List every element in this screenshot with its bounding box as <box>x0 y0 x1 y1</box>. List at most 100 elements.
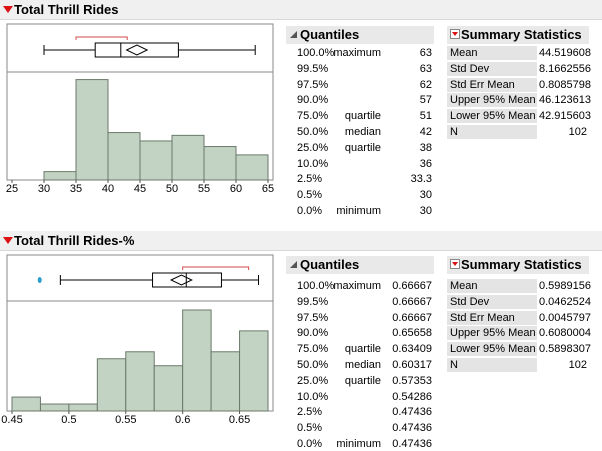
histogram-bar <box>11 396 41 412</box>
quantile-label: median <box>344 126 381 138</box>
red-triangle-menu-icon[interactable] <box>450 259 460 269</box>
quantile-percent: 10.0% <box>297 390 329 403</box>
quantiles-header[interactable]: Quantiles <box>286 256 434 274</box>
quantile-label: quartile <box>344 374 381 387</box>
quantile-row: 99.5% 0.66667 <box>297 295 437 309</box>
quantile-value: 0.57353 <box>392 374 432 387</box>
quantile-label: minimum <box>336 205 381 217</box>
x-tick-label: 0.5 <box>61 414 76 426</box>
quantile-label: quartile <box>344 110 381 123</box>
histogram-bar <box>171 134 205 181</box>
quantile-value: 0.63409 <box>392 343 432 356</box>
quantile-row: 99.5% 63 <box>297 62 437 76</box>
histogram-total-thrill-rides-pct: 0.45 0.5 0.55 0.6 0.65 <box>1 254 274 426</box>
quantile-percent: 100.0% <box>297 47 335 59</box>
histogram-bar <box>43 171 77 181</box>
summary-row: Std Dev 8.1662556 <box>447 61 591 76</box>
quantiles-title: Quantiles <box>300 257 360 272</box>
summary-row: Std Dev 0.0462524 <box>447 294 591 309</box>
quantile-label: median <box>344 359 381 371</box>
summary-label: Std Err Mean <box>447 310 537 325</box>
quantile-row: 97.5% 62 <box>297 78 437 92</box>
x-tick-label: 60 <box>230 183 242 195</box>
summary-label: Upper 95% Mean <box>447 326 537 341</box>
quantile-value: 0.47436 <box>392 438 432 450</box>
quantile-value: 42 <box>419 126 432 138</box>
quantile-value: 51 <box>419 110 432 123</box>
summary-row: Upper 95% Mean 0.6080004 <box>447 326 591 341</box>
histogram-bar <box>107 132 141 181</box>
quantile-value: 63 <box>419 62 432 75</box>
summary-label: N <box>447 358 537 372</box>
summary-value: 102 <box>568 359 587 371</box>
quantile-percent: 0.0% <box>297 438 323 450</box>
quantile-row: 50.0% median 42 <box>297 125 437 139</box>
quantile-value: 0.66667 <box>392 280 432 292</box>
quantile-value: 0.60317 <box>392 359 432 371</box>
quantile-value: 0.66667 <box>392 311 432 324</box>
quantile-value: 0.54286 <box>392 390 432 403</box>
histogram-bar <box>125 351 155 412</box>
summary-row: Lower 95% Mean 42.915603 <box>447 109 591 124</box>
summary-row: Mean 0.5989156 <box>447 279 591 293</box>
quantile-row: 90.0% 57 <box>297 93 437 107</box>
quantile-value: 0.66667 <box>392 295 432 308</box>
summary-value: 0.5898307 <box>539 343 591 356</box>
quantile-percent: 25.0% <box>297 374 329 387</box>
summary-label: Std Err Mean <box>447 77 537 92</box>
summary-label: N <box>447 125 537 139</box>
histogram-total-thrill-rides: 25 30 35 40 45 50 55 60 65 <box>6 23 274 195</box>
quantile-row: 10.0% 36 <box>297 157 437 171</box>
summary-value: 102 <box>568 126 587 138</box>
histogram-bar <box>39 403 70 412</box>
quantile-percent: 99.5% <box>297 295 329 308</box>
x-tick-label: 30 <box>38 183 50 195</box>
quantile-row: 10.0% 0.54286 <box>297 390 437 404</box>
histogram-bar <box>182 309 212 412</box>
section-header-total-thrill-rides-pct[interactable]: Total Thrill Rides-% <box>0 231 602 251</box>
x-tick-label: 55 <box>198 183 210 195</box>
x-tick-label: 65 <box>262 183 274 195</box>
summary-label: Std Dev <box>447 294 537 309</box>
x-tick-label: 50 <box>166 183 178 195</box>
summary-statistics-header[interactable]: Summary Statistics <box>447 26 589 44</box>
quantile-label: quartile <box>344 141 381 154</box>
quantile-label: minimum <box>336 438 381 450</box>
quantile-row: 25.0% quartile 0.57353 <box>297 374 437 388</box>
mean-diamond <box>125 44 149 56</box>
summary-label: Mean <box>447 46 537 60</box>
quantile-row: 0.0% minimum 30 <box>297 204 437 218</box>
x-tick-label: 45 <box>134 183 146 195</box>
quantile-label: maximum <box>333 280 381 292</box>
disclosure-menu-icon[interactable] <box>3 6 13 13</box>
section-title: Total Thrill Rides <box>14 2 119 17</box>
quantile-percent: 0.5% <box>297 189 323 202</box>
summary-value: 44.519608 <box>539 47 591 59</box>
summary-statistics-header[interactable]: Summary Statistics <box>447 256 589 274</box>
summary-row: Mean 44.519608 <box>447 46 591 60</box>
section-header-total-thrill-rides[interactable]: Total Thrill Rides <box>0 0 602 20</box>
collapse-triangle-icon[interactable] <box>289 260 298 269</box>
summary-value: 0.0045797 <box>539 311 591 324</box>
summary-value: 42.915603 <box>539 110 591 123</box>
quantile-row: 2.5% 33.3 <box>297 172 437 186</box>
quantile-row: 2.5% 0.47436 <box>297 405 437 419</box>
collapse-triangle-icon[interactable] <box>289 30 298 39</box>
box-iqr <box>152 272 222 288</box>
x-tick-label: 0.65 <box>229 414 250 426</box>
disclosure-menu-icon[interactable] <box>3 237 13 244</box>
summary-label: Lower 95% Mean <box>447 342 537 357</box>
quantile-row: 90.0% 0.65658 <box>297 326 437 340</box>
summary-row: Std Err Mean 0.0045797 <box>447 310 591 325</box>
quantiles-header[interactable]: Quantiles <box>286 26 434 44</box>
quantile-percent: 2.5% <box>297 173 323 186</box>
quantile-percent: 50.0% <box>297 359 329 371</box>
quantile-row: 97.5% 0.66667 <box>297 311 437 325</box>
summary-value: 0.8085798 <box>539 78 591 91</box>
quantile-value: 30 <box>419 189 432 202</box>
quantile-value: 63 <box>419 47 432 59</box>
red-triangle-menu-icon[interactable] <box>450 29 460 39</box>
quantile-row: 100.0% maximum 0.66667 <box>297 279 437 293</box>
quantile-percent: 99.5% <box>297 62 329 75</box>
quantile-percent: 25.0% <box>297 141 329 154</box>
